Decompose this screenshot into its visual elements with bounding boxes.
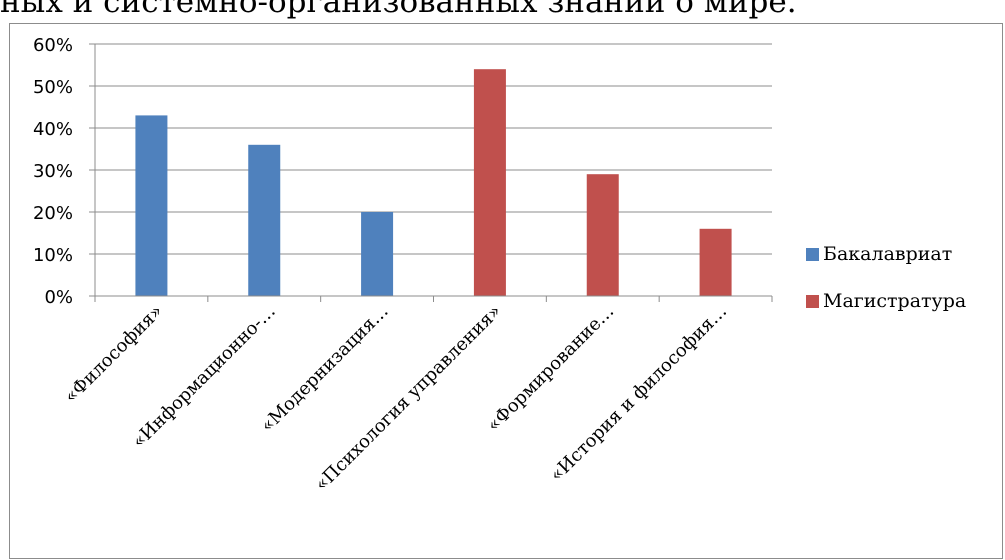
legend-swatch-master <box>806 295 819 308</box>
bar-bachelor-1 <box>248 144 281 296</box>
y-tick-label: 20% <box>33 203 73 224</box>
x-category-label: «Философия» <box>60 301 166 407</box>
legend-label-bachelor: Бакалавриат <box>823 243 952 265</box>
y-tick-label: 10% <box>33 245 73 266</box>
bar-master-4 <box>586 174 619 296</box>
axes <box>89 43 773 302</box>
page-caption-text: ных и системно-организованных знаний о м… <box>0 0 797 20</box>
x-axis-category-labels: «Философия»«Информационно-…«Модернизация… <box>60 301 731 495</box>
bars <box>135 69 732 297</box>
x-category-label: «Формирование… <box>483 301 618 436</box>
bar-master-5 <box>699 228 732 296</box>
y-tick-label: 40% <box>33 119 73 140</box>
x-category-label: «Психология управления» <box>311 301 505 495</box>
gridlines <box>95 43 772 255</box>
legend: Бакалавриат Магистратура <box>806 243 966 312</box>
chart-area <box>9 23 1003 559</box>
y-tick-label: 50% <box>33 77 73 98</box>
bar-master-3 <box>473 69 506 296</box>
y-tick-label: 60% <box>33 35 73 56</box>
legend-swatch-bachelor <box>806 248 819 261</box>
x-category-label: «Модернизация… <box>257 301 393 437</box>
bar-bachelor-0 <box>135 115 168 297</box>
y-axis-tick-labels: 0% 10% 20% 30% 40% 50% 60% <box>33 35 73 308</box>
x-category-label: «История и философия… <box>546 301 731 486</box>
bar-bachelor-2 <box>361 212 394 296</box>
y-tick-label: 0% <box>44 287 73 308</box>
y-tick-label: 30% <box>33 161 73 182</box>
legend-label-master: Магистратура <box>823 290 966 312</box>
